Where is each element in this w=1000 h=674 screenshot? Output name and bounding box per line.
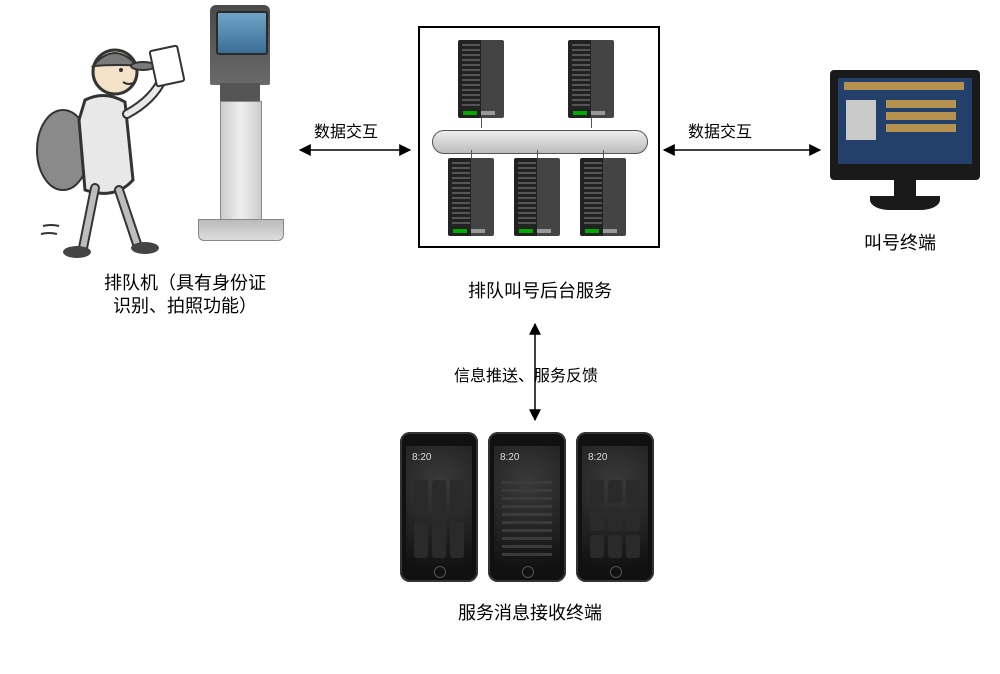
diagram-canvas: 排队机（具有身份证 识别、拍照功能） 排队叫号后台服务 叫号终端 服务消息接收终… (0, 0, 1000, 674)
bus-connector (471, 150, 472, 158)
receiver-label: 服务消息接收终端 (420, 602, 640, 625)
server-icon (580, 158, 626, 236)
queue-machine-label-line2: 识别、拍照功能） (113, 296, 257, 316)
edge-label-backend-call: 数据交互 (688, 118, 752, 142)
call-terminal-monitor-icon (830, 70, 980, 220)
bus-connector (591, 118, 592, 128)
backend-label: 排队叫号后台服务 (430, 280, 650, 303)
server-bus (432, 130, 648, 154)
phone-icon: 8:20 (576, 432, 654, 582)
call-terminal-label: 叫号终端 (840, 232, 960, 255)
bus-connector (481, 118, 482, 128)
bus-connector (537, 150, 538, 158)
edge-label-backend-receiver: 信息推送、服务反馈 (454, 362, 598, 386)
edge-label-qm-backend: 数据交互 (314, 118, 378, 142)
phone-icon: 8:20 (488, 432, 566, 582)
server-icon (458, 40, 504, 118)
kiosk-icon (190, 5, 290, 255)
server-icon (568, 40, 614, 118)
queue-machine-label: 排队机（具有身份证 识别、拍照功能） (60, 272, 310, 319)
person-icon (25, 30, 185, 260)
server-icon (448, 158, 494, 236)
phone-icon: 8:20 (400, 432, 478, 582)
server-icon (514, 158, 560, 236)
bus-connector (603, 150, 604, 158)
queue-machine-label-line1: 排队机（具有身份证 (104, 273, 266, 293)
